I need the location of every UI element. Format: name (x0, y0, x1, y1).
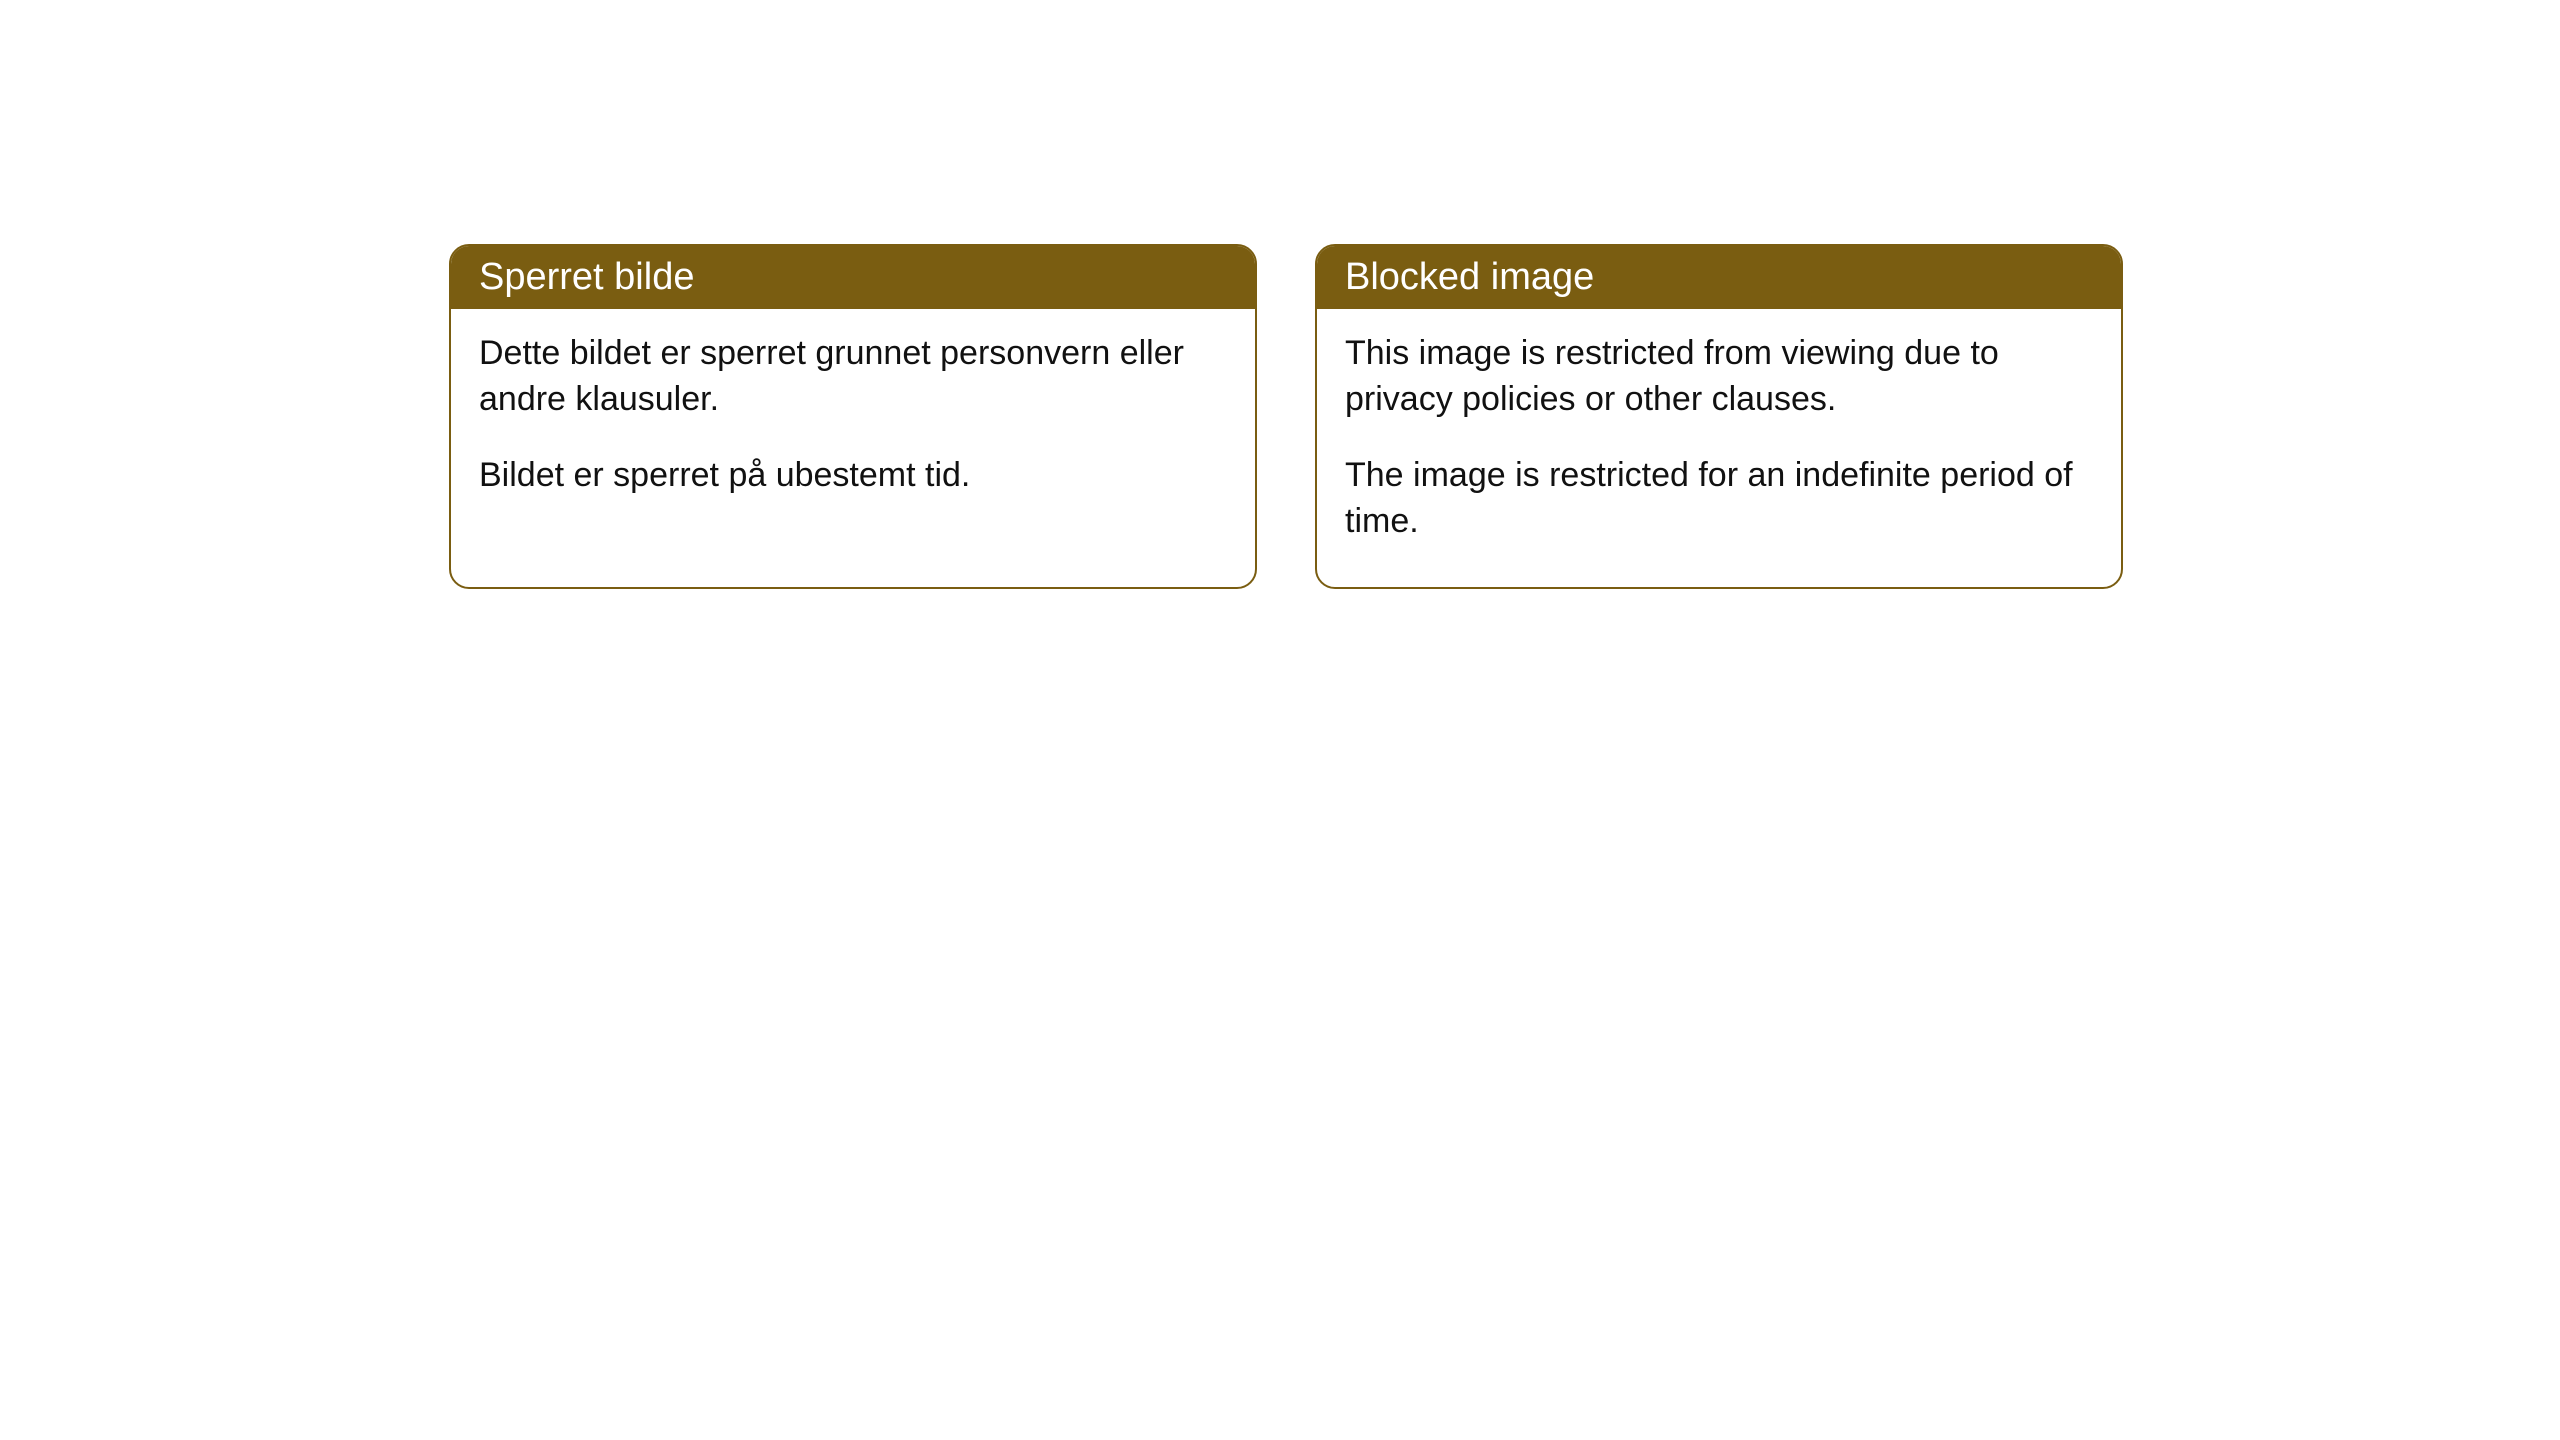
card-body-norwegian: Dette bildet er sperret grunnet personve… (451, 309, 1255, 541)
card-norwegian: Sperret bilde Dette bildet er sperret gr… (449, 244, 1257, 589)
card-header-norwegian: Sperret bilde (451, 246, 1255, 309)
card-title: Blocked image (1345, 256, 1594, 298)
card-paragraph: Bildet er sperret på ubestemt tid. (479, 453, 1227, 499)
card-header-english: Blocked image (1317, 246, 2121, 309)
card-title: Sperret bilde (479, 256, 694, 298)
card-body-english: This image is restricted from viewing du… (1317, 309, 2121, 587)
card-english: Blocked image This image is restricted f… (1315, 244, 2123, 589)
card-paragraph: Dette bildet er sperret grunnet personve… (479, 331, 1227, 423)
card-paragraph: The image is restricted for an indefinit… (1345, 453, 2093, 545)
cards-container: Sperret bilde Dette bildet er sperret gr… (449, 244, 2123, 589)
card-paragraph: This image is restricted from viewing du… (1345, 331, 2093, 423)
